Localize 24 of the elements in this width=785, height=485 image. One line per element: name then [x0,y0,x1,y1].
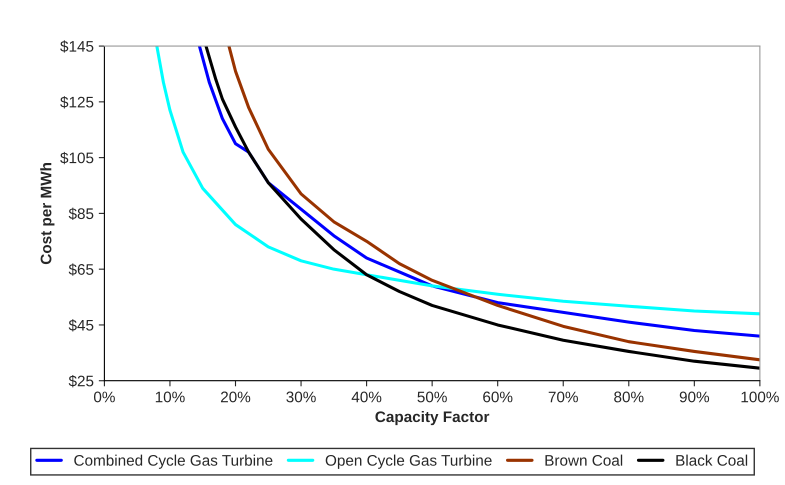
x-tick-label: 0% [94,392,115,402]
legend-label: Black Coal [676,454,748,466]
x-tick-label: 100% [742,392,779,402]
y-axis-title: Cost per MWh [40,163,54,264]
y-tick-label: $65 [68,263,94,276]
legend-label: Combined Cycle Gas Turbine [74,454,272,469]
x-tick-label: 80% [614,392,644,402]
x-tick-label: 60% [483,392,512,402]
y-tick-label: $85 [68,208,94,220]
y-tick-label: $105 [60,152,94,164]
x-tick-label: 70% [548,392,578,402]
x-tick-label: 10% [156,392,185,402]
x-tick-label: 30% [286,392,316,402]
x-tick-label: 40% [352,392,382,402]
y-tick-label: $25 [68,374,94,388]
y-tick-label: $125 [60,96,94,108]
x-tick-label: 90% [680,392,710,402]
x-tick-label: 20% [220,392,250,402]
legend-label: Open Cycle Gas Turbine [326,454,492,469]
legend-label: Brown Coal [545,454,622,466]
x-tick-label: 50% [417,392,447,402]
x-axis-title: Capacity Factor [375,410,490,426]
y-tick-label: $145 [60,40,94,53]
y-tick-label: $45 [68,319,94,332]
